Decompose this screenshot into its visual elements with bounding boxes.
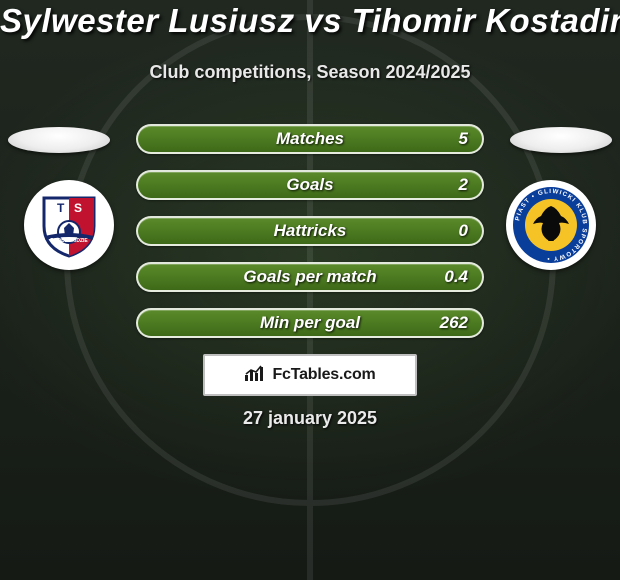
stat-label: Goals [138,175,482,195]
player-photo-placeholder-right [510,127,612,153]
stats-bars: Matches 5 Goals 2 Hattricks 0 Goals per … [136,124,484,354]
bar-chart-icon [244,364,266,387]
stat-row: Min per goal 262 [136,308,484,338]
crest-piast-icon: PIAST • GLIWICKI KLUB SPORTOWY • [512,186,590,264]
stat-label: Hattricks [138,221,482,241]
subtitle: Club competitions, Season 2024/2025 [0,62,620,83]
stat-row: Hattricks 0 [136,216,484,246]
player-photo-placeholder-left [8,127,110,153]
stat-label: Matches [138,129,482,149]
club-crest-left: T S PODBESKIDZIE [24,180,114,270]
branding-text: FcTables.com [272,366,375,384]
club-crest-right: PIAST • GLIWICKI KLUB SPORTOWY • [506,180,596,270]
stat-row: Goals per match 0.4 [136,262,484,292]
stat-value: 0.4 [444,267,468,287]
date-text: 27 january 2025 [0,408,620,429]
stat-value: 5 [459,129,468,149]
stat-value: 0 [459,221,468,241]
stat-row: Goals 2 [136,170,484,200]
crest-ts-icon: T S PODBESKIDZIE [40,192,98,258]
stat-value: 262 [440,313,468,333]
stat-row: Matches 5 [136,124,484,154]
branding-box: FcTables.com [203,354,417,396]
stat-value: 2 [459,175,468,195]
svg-text:PODBESKIDZIE: PODBESKIDZIE [50,238,88,244]
svg-text:S: S [74,201,82,215]
page-title: Sylwester Lusiusz vs Tihomir Kostadinov [0,2,620,40]
stat-label: Goals per match [138,267,482,287]
svg-text:T: T [57,201,65,215]
stat-label: Min per goal [138,313,482,333]
